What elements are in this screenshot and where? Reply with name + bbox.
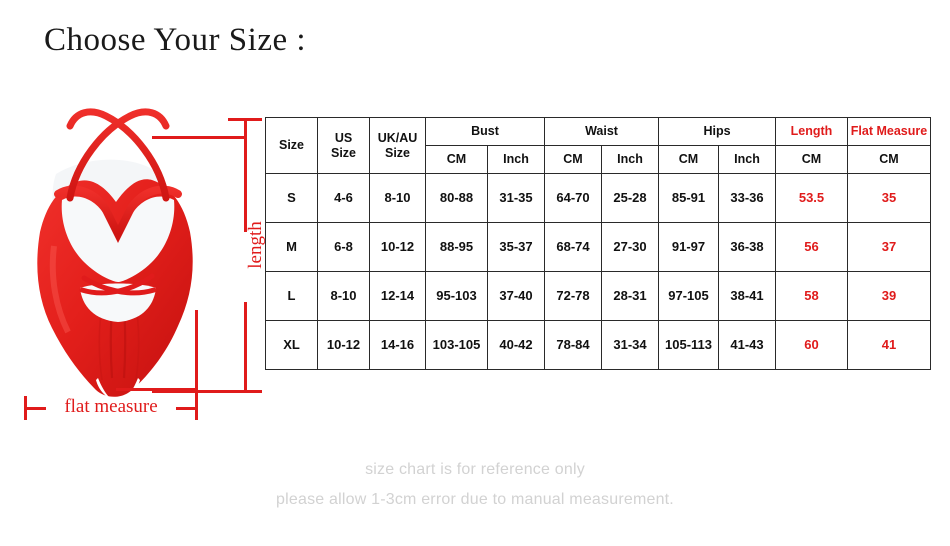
col-header-size: Size: [265, 117, 318, 174]
footer-line-2: please allow 1-3cm error due to manual m…: [276, 491, 674, 508]
flat-measure-leader-vertical: [195, 310, 198, 400]
page-title: Choose Your Size :: [44, 22, 307, 58]
cell-waist-inch: 27-30: [601, 222, 659, 272]
cell-us-size: 10-12: [317, 320, 370, 370]
cell-size: L: [265, 271, 318, 321]
cell-flat-measure-cm: 35: [847, 173, 931, 223]
col-header-hips: Hips: [658, 117, 776, 146]
cell-length-cm: 60: [775, 320, 848, 370]
col-header-waist-cm: CM: [544, 145, 602, 174]
col-header-us-size-line1: US: [334, 131, 353, 146]
cell-flat-measure-cm: 39: [847, 271, 931, 321]
length-leader-bottom: [152, 390, 246, 393]
flat-measure-annotation-label: flat measure: [64, 396, 158, 417]
flat-measure-cap-left: [24, 396, 27, 420]
cell-bust-cm: 95-103: [425, 271, 488, 321]
cell-waist-inch: 25-28: [601, 173, 659, 223]
cell-hips-inch: 38-41: [718, 271, 776, 321]
cell-uk-au-size: 8-10: [369, 173, 426, 223]
cell-flat-measure-cm: 37: [847, 222, 931, 272]
flat-measure-leader-horizontal: [116, 388, 198, 391]
col-header-waist-inch: Inch: [601, 145, 659, 174]
col-header-uk-au-size-line2: Size: [384, 145, 410, 160]
col-header-waist: Waist: [544, 117, 659, 146]
table-row: XL 10-12 14-16 103-105 40-42 78-84 31-34…: [265, 320, 931, 370]
front-cutout: [61, 196, 175, 282]
cell-us-size: 4-6: [317, 173, 370, 223]
cell-bust-inch: 37-40: [487, 271, 545, 321]
strap-left: [66, 108, 170, 202]
flat-measure-cap-right: [195, 396, 198, 420]
cell-us-size: 6-8: [317, 222, 370, 272]
cell-length-cm: 56: [775, 222, 848, 272]
footer-line-1: size chart is for reference only: [365, 461, 585, 478]
length-leader-top: [152, 136, 246, 139]
table-body: S 4-6 8-10 80-88 31-35 64-70 25-28 85-91…: [265, 173, 931, 370]
cell-hips-inch: 41-43: [718, 320, 776, 370]
strap-right: [66, 108, 170, 202]
size-chart-table-container: Size US Size UK/AU Size Bust Waist Hips …: [265, 117, 931, 370]
col-header-us-size-line2: Size: [330, 145, 356, 160]
table-row: M 6-8 10-12 88-95 35-37 68-74 27-30 91-9…: [265, 222, 931, 272]
cell-length-cm: 58: [775, 271, 848, 321]
footer-disclaimer: size chart is for reference only please …: [0, 455, 950, 515]
cell-waist-cm: 72-78: [544, 271, 602, 321]
table-row: S 4-6 8-10 80-88 31-35 64-70 25-28 85-91…: [265, 173, 931, 223]
cell-bust-cm: 80-88: [425, 173, 488, 223]
cell-bust-inch: 31-35: [487, 173, 545, 223]
cell-bust-cm: 88-95: [425, 222, 488, 272]
leg-opening-right: [126, 378, 140, 398]
table-row: L 8-10 12-14 95-103 37-40 72-78 28-31 97…: [265, 271, 931, 321]
cell-bust-inch: 35-37: [487, 222, 545, 272]
col-header-flat-measure-cm: CM: [847, 145, 931, 174]
cell-hips-cm: 91-97: [658, 222, 719, 272]
cell-uk-au-size: 10-12: [369, 222, 426, 272]
cell-hips-cm: 85-91: [658, 173, 719, 223]
tie-right: [79, 273, 155, 296]
cell-length-cm: 53.5: [775, 173, 848, 223]
cell-uk-au-size: 14-16: [369, 320, 426, 370]
cell-size: S: [265, 173, 318, 223]
size-chart-table: Size US Size UK/AU Size Bust Waist Hips …: [265, 117, 931, 370]
col-header-flat-measure: Flat Measure: [847, 117, 931, 146]
table-header-row-groups: Size US Size UK/AU Size Bust Waist Hips …: [265, 117, 931, 174]
table-header: Size US Size UK/AU Size Bust Waist Hips …: [265, 117, 931, 174]
col-header-uk-au-size-line1: UK/AU: [377, 131, 418, 146]
cell-waist-inch: 31-34: [601, 320, 659, 370]
flat-measure-line-left: [24, 407, 46, 410]
cell-waist-inch: 28-31: [601, 271, 659, 321]
col-header-hips-inch: Inch: [718, 145, 776, 174]
cell-size: XL: [265, 320, 318, 370]
cell-hips-cm: 105-113: [658, 320, 719, 370]
body-highlight: [49, 245, 71, 334]
cell-bust-cm: 103-105: [425, 320, 488, 370]
cell-waist-cm: 78-84: [544, 320, 602, 370]
cell-waist-cm: 68-74: [544, 222, 602, 272]
cell-flat-measure-cm: 41: [847, 320, 931, 370]
col-header-hips-cm: CM: [658, 145, 719, 174]
col-header-bust-inch: Inch: [487, 145, 545, 174]
cell-us-size: 8-10: [317, 271, 370, 321]
flat-measure-line-right: [176, 407, 198, 410]
length-measure-cap-top: [228, 118, 262, 121]
leg-opening-left: [96, 378, 110, 398]
cell-hips-inch: 33-36: [718, 173, 776, 223]
cell-hips-cm: 97-105: [658, 271, 719, 321]
product-image-swimsuit: [18, 82, 233, 402]
cell-waist-cm: 64-70: [544, 173, 602, 223]
length-label-backdrop: [238, 232, 254, 302]
cell-uk-au-size: 12-14: [369, 271, 426, 321]
cell-hips-inch: 36-38: [718, 222, 776, 272]
col-header-bust-cm: CM: [425, 145, 488, 174]
cell-bust-inch: 40-42: [487, 320, 545, 370]
col-header-us-size: US Size: [317, 117, 370, 174]
cell-size: M: [265, 222, 318, 272]
length-annotation-label: length: [245, 221, 266, 269]
col-header-length-cm: CM: [775, 145, 848, 174]
col-header-uk-au-size: UK/AU Size: [369, 117, 426, 174]
col-header-length: Length: [775, 117, 848, 146]
col-header-bust: Bust: [425, 117, 545, 146]
